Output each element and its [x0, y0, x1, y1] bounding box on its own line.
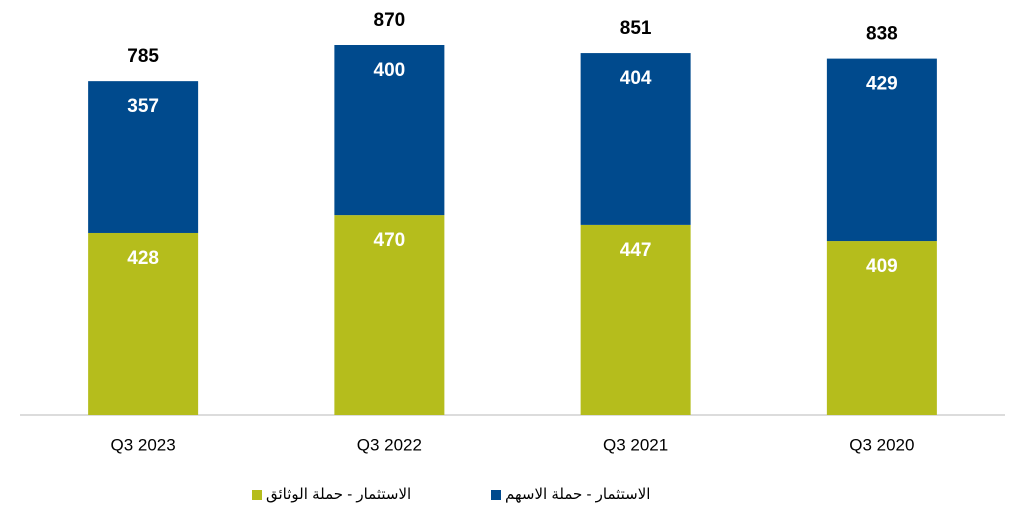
x-tick-label: Q3 2022	[357, 435, 422, 454]
legend-swatch	[491, 490, 501, 500]
segment-label: 429	[866, 74, 898, 95]
total-label: 851	[620, 18, 652, 39]
bar-segment	[88, 81, 199, 233]
legend-label: الاستثمار - حملة الاسهم	[505, 486, 650, 503]
total-label: 838	[866, 24, 898, 45]
bar-segment	[334, 215, 445, 415]
x-tick-label: Q3 2021	[603, 435, 668, 454]
bar-segment	[826, 241, 937, 415]
segment-label: 404	[620, 68, 652, 89]
segment-label: 400	[374, 60, 406, 81]
x-tick-label: Q3 2023	[111, 435, 176, 454]
total-label: 785	[127, 46, 159, 67]
segment-label: 470	[374, 230, 406, 251]
bar-segment	[580, 224, 691, 415]
bar-segment	[334, 45, 445, 216]
segment-label: 409	[866, 256, 898, 277]
segment-label: 428	[127, 248, 159, 269]
segment-label: 447	[620, 240, 652, 261]
bar-segment	[580, 53, 691, 225]
total-label: 870	[374, 10, 406, 31]
x-tick-label: Q3 2020	[849, 435, 914, 454]
segment-label: 357	[127, 96, 159, 117]
bar-segment	[88, 232, 199, 415]
legend-swatch	[252, 490, 262, 500]
legend-label: الاستثمار - حملة الوثائق	[266, 486, 411, 503]
bar-segment	[826, 58, 937, 242]
